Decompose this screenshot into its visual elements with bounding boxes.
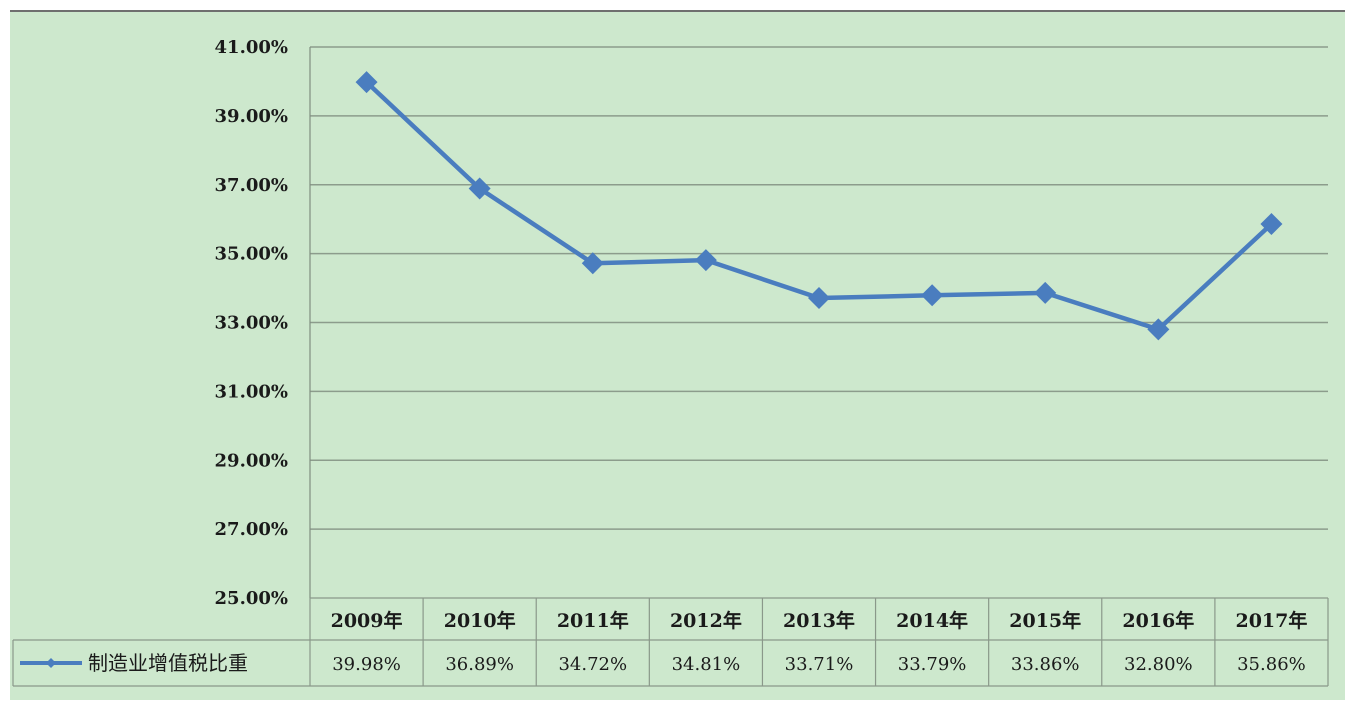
y-tick-label: 41.00% bbox=[215, 37, 288, 58]
data-point-marker bbox=[921, 284, 944, 307]
data-table: 2009年 2010年 2011年 2012年 2013年 2014年 2015年 2016年… bbox=[12, 597, 1329, 687]
y-tick-label: 25.00% bbox=[215, 588, 288, 609]
y-tick-label: 27.00% bbox=[215, 519, 288, 540]
data-value-label: 34.81% bbox=[672, 654, 741, 675]
x-category-label: 2012年 bbox=[670, 609, 742, 632]
data-point-marker bbox=[581, 252, 604, 275]
x-category-label: 2016年 bbox=[1122, 609, 1194, 632]
x-category-label: 2011年 bbox=[557, 609, 629, 632]
x-category-label: 2015年 bbox=[1009, 609, 1081, 632]
x-category-label: 2009年 bbox=[331, 609, 403, 632]
data-point-marker bbox=[1147, 318, 1170, 341]
y-tick-label: 31.00% bbox=[215, 381, 288, 402]
data-value-label: 35.86% bbox=[1237, 654, 1306, 675]
x-category-label: 2010年 bbox=[444, 609, 516, 632]
data-value-label: 32.80% bbox=[1124, 654, 1193, 675]
data-point-marker bbox=[1260, 213, 1283, 236]
x-category-label: 2017年 bbox=[1235, 609, 1307, 632]
y-tick-label: 35.00% bbox=[215, 244, 288, 265]
data-point-marker bbox=[694, 249, 717, 272]
data-value-label: 34.72% bbox=[558, 654, 627, 675]
x-category-label: 2013年 bbox=[783, 609, 855, 632]
data-point-marker bbox=[1034, 281, 1057, 304]
y-tick-label: 33.00% bbox=[215, 313, 288, 334]
y-axis-tick-labels: 25.00% 27.00% 29.00% 31.00% 33.00% 35.00% 37.0… bbox=[215, 37, 288, 609]
data-point-marker bbox=[808, 287, 830, 310]
y-tick-label: 39.00% bbox=[215, 106, 288, 127]
data-value-label: 33.86% bbox=[1011, 654, 1080, 675]
legend-series-name: 制造业增值税比重 bbox=[88, 651, 248, 675]
series-markers bbox=[355, 71, 1283, 341]
data-value-label: 33.71% bbox=[785, 654, 854, 675]
data-point-marker bbox=[355, 71, 378, 94]
data-value-label: 33.79% bbox=[898, 654, 967, 675]
data-point-marker bbox=[468, 177, 491, 200]
y-tick-label: 29.00% bbox=[215, 450, 288, 471]
data-value-label: 39.98% bbox=[332, 654, 401, 675]
x-category-label: 2014年 bbox=[896, 609, 968, 632]
legend-marker bbox=[46, 658, 56, 668]
y-tick-label: 37.00% bbox=[215, 175, 288, 196]
data-value-label: 36.89% bbox=[445, 654, 514, 675]
chart-background bbox=[10, 10, 1345, 700]
